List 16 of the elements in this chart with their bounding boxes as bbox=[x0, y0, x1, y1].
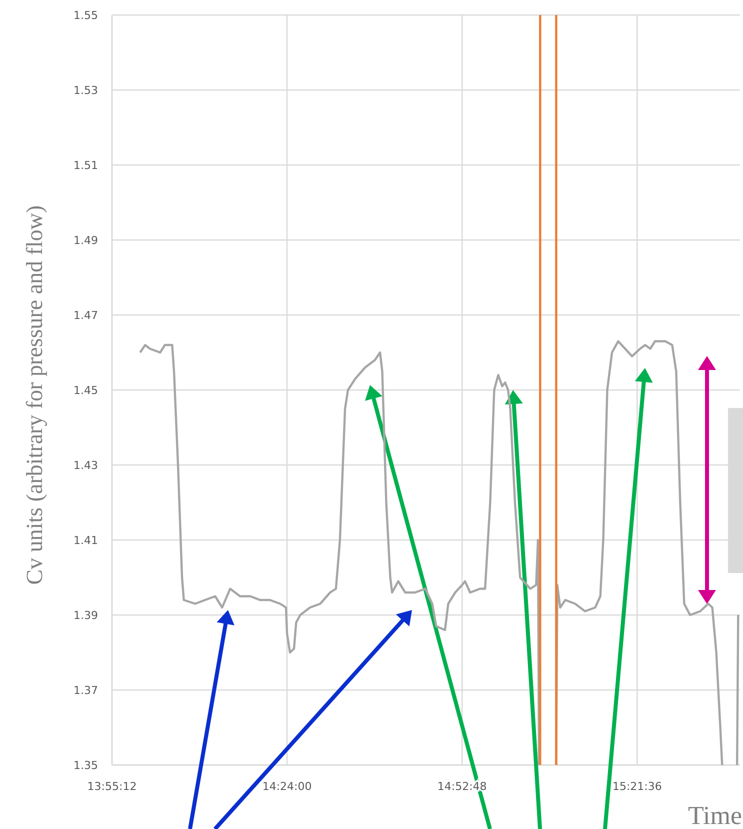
y-tick-label: 1.47 bbox=[74, 308, 98, 322]
y-tick-label: 1.35 bbox=[74, 758, 98, 772]
y-tick-label: 1.53 bbox=[74, 84, 98, 97]
x-tick-label: 14:24:00 bbox=[262, 780, 312, 793]
y-axis-title: Cv units (arbitrary for pressure and flow) bbox=[22, 205, 47, 585]
y-tick-label: 1.45 bbox=[74, 384, 98, 397]
x-tick-label: 15:21:36 bbox=[612, 780, 662, 793]
y-tick-label: 1.37 bbox=[74, 684, 98, 697]
y-tick-label: 1.43 bbox=[74, 458, 98, 472]
y-tick-label: 1.41 bbox=[74, 534, 98, 547]
y-tick-label: 1.51 bbox=[74, 158, 98, 172]
y-tick-label: 1.55 bbox=[74, 8, 98, 22]
x-axis-title: Time bbox=[688, 801, 742, 829]
x-tick-label: 13:55:12 bbox=[87, 780, 137, 793]
y-tick-label: 1.49 bbox=[74, 234, 98, 247]
y-tick-label: 1.39 bbox=[74, 608, 98, 622]
